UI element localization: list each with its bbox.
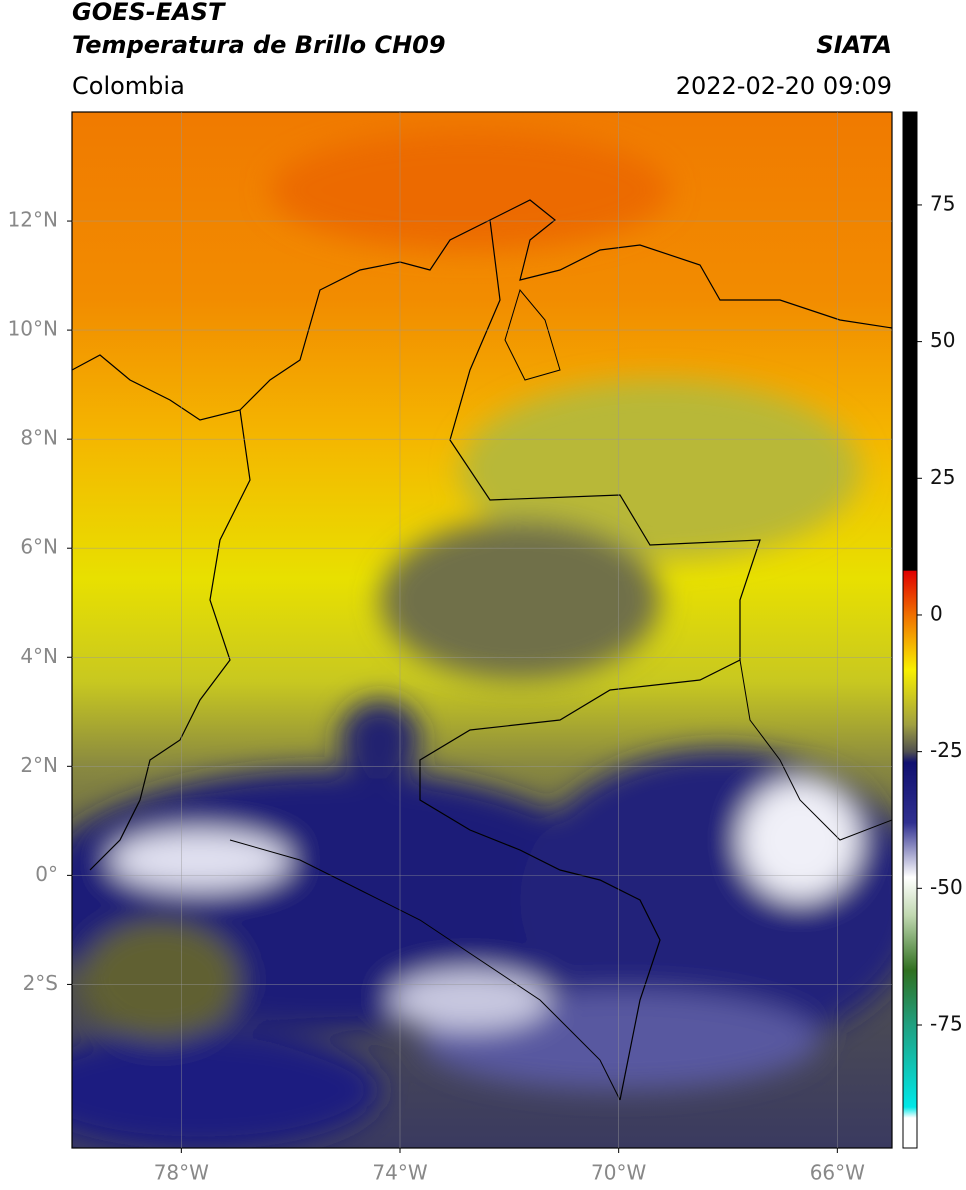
colorbar-tick-label: 75: [930, 191, 955, 215]
x-tick-label: 70°W: [591, 1161, 646, 1185]
colorbar-tick-label: -50: [930, 875, 963, 899]
colorbar-tick-label: -25: [930, 738, 963, 762]
y-tick-label: 6°N: [20, 535, 58, 559]
x-tick-label: 66°W: [810, 1161, 865, 1185]
title-line1: GOES-EAST: [72, 0, 226, 26]
satellite-image: [72, 112, 892, 1148]
y-tick-label: 2°N: [20, 753, 58, 777]
colorbar-tick-label: -75: [930, 1011, 963, 1035]
colorbar: [902, 111, 918, 1149]
datetime: 2022-02-20 09:09: [676, 72, 892, 100]
y-tick-label: 12°N: [8, 208, 58, 232]
colorbar-tick-label: 50: [930, 328, 955, 352]
y-tick-label: 2°S: [23, 971, 58, 995]
y-tick-label: 0°: [35, 862, 58, 886]
x-tick-label: 78°W: [154, 1161, 209, 1185]
y-tick-label: 4°N: [20, 644, 58, 668]
region: Colombia: [72, 72, 185, 100]
title-line2: Temperatura de Brillo CH09: [72, 31, 446, 59]
colorbar-tick-label: 25: [930, 465, 955, 489]
map-frame: [71, 111, 893, 1149]
y-tick-label: 10°N: [8, 317, 58, 341]
x-tick-label: 74°W: [372, 1161, 427, 1185]
y-tick-label: 8°N: [20, 426, 58, 450]
source: SIATA: [816, 31, 892, 59]
colorbar-tick-label: 0: [930, 601, 943, 625]
